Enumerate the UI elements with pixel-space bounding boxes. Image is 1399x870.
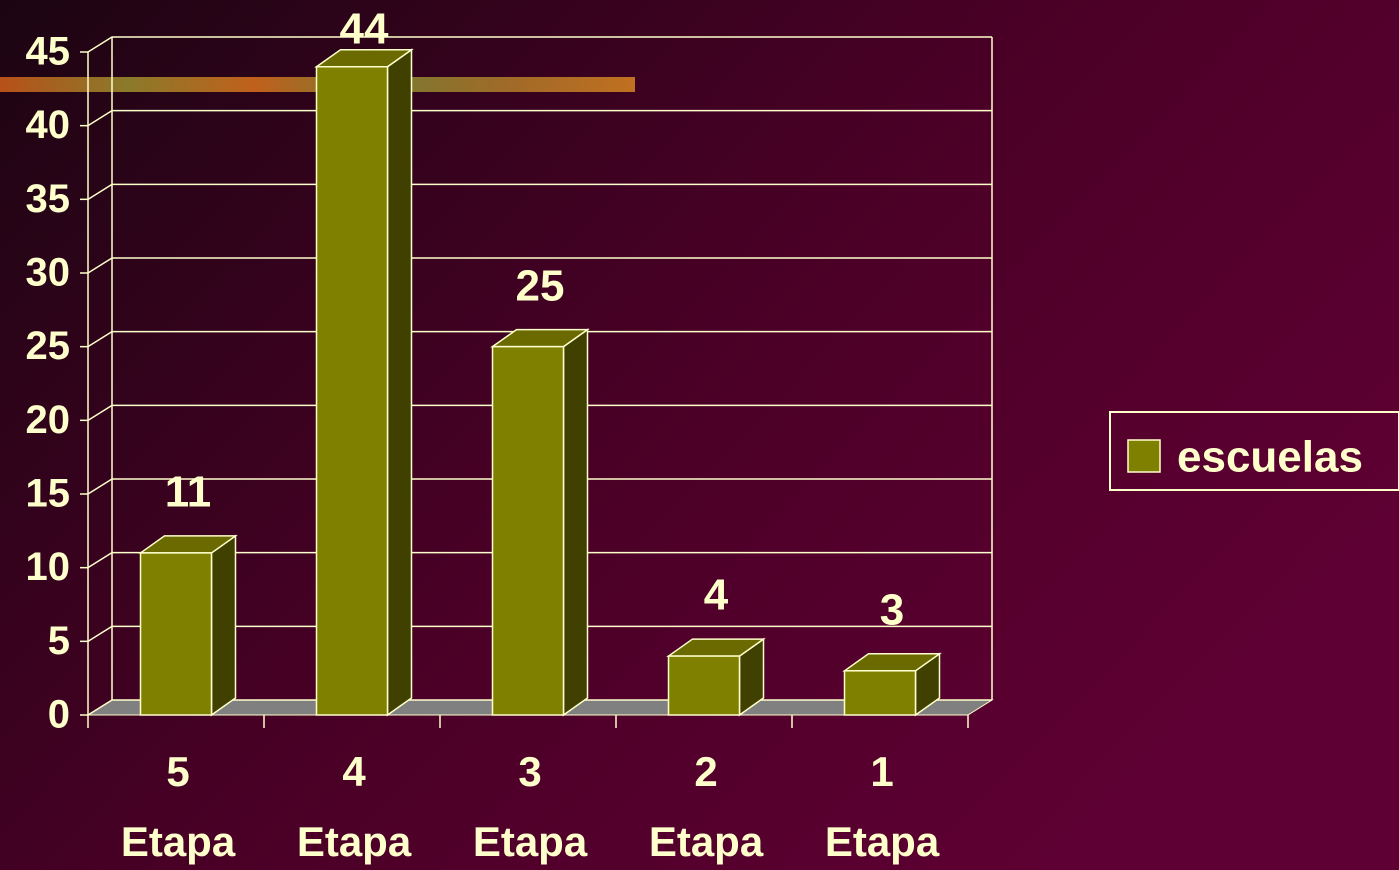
grid-line	[87, 36, 992, 53]
y-tick-label: 35	[26, 177, 71, 221]
bar-side	[386, 48, 413, 717]
legend-label: escuelas	[1177, 433, 1363, 482]
bar	[491, 345, 565, 716]
x-tick-label: 5 Etapa	[121, 748, 236, 865]
bar	[843, 670, 917, 716]
legend-swatch	[1127, 439, 1161, 473]
y-tick-label: 25	[26, 324, 71, 368]
y-tick-label: 10	[26, 545, 71, 589]
grid-line	[87, 109, 992, 127]
data-label: 4	[704, 571, 729, 620]
bar-side	[562, 328, 589, 717]
y-tick-label: 40	[26, 103, 71, 147]
bar	[667, 655, 741, 716]
x-tick-label: 2 Etapa	[649, 748, 764, 865]
bar	[315, 65, 389, 716]
y-tick-label: 15	[26, 472, 71, 516]
grid-line	[87, 551, 992, 569]
bar-side	[210, 534, 237, 717]
x-tick-label: 4 Etapa	[297, 748, 412, 865]
grid-line	[87, 183, 992, 200]
data-label: 3	[880, 585, 904, 634]
y-tick-label: 45	[26, 30, 71, 74]
y-tick-label: 30	[26, 251, 71, 295]
y-tick-label: 20	[26, 398, 71, 442]
grid-line	[87, 478, 992, 495]
grid-line	[87, 625, 992, 642]
grid-line	[87, 330, 992, 348]
bar	[139, 552, 213, 716]
data-label: 11	[165, 468, 212, 517]
y-tick-label: 0	[48, 693, 70, 737]
y-tick-label: 5	[48, 619, 70, 663]
legend-box	[1109, 411, 1399, 491]
data-label: 44	[340, 5, 389, 54]
grid-line	[87, 257, 992, 274]
data-label: 25	[516, 261, 565, 310]
x-tick-label: 1 Etapa	[825, 748, 940, 865]
grid-line	[87, 404, 992, 421]
x-tick-label: 3 Etapa	[473, 748, 588, 865]
